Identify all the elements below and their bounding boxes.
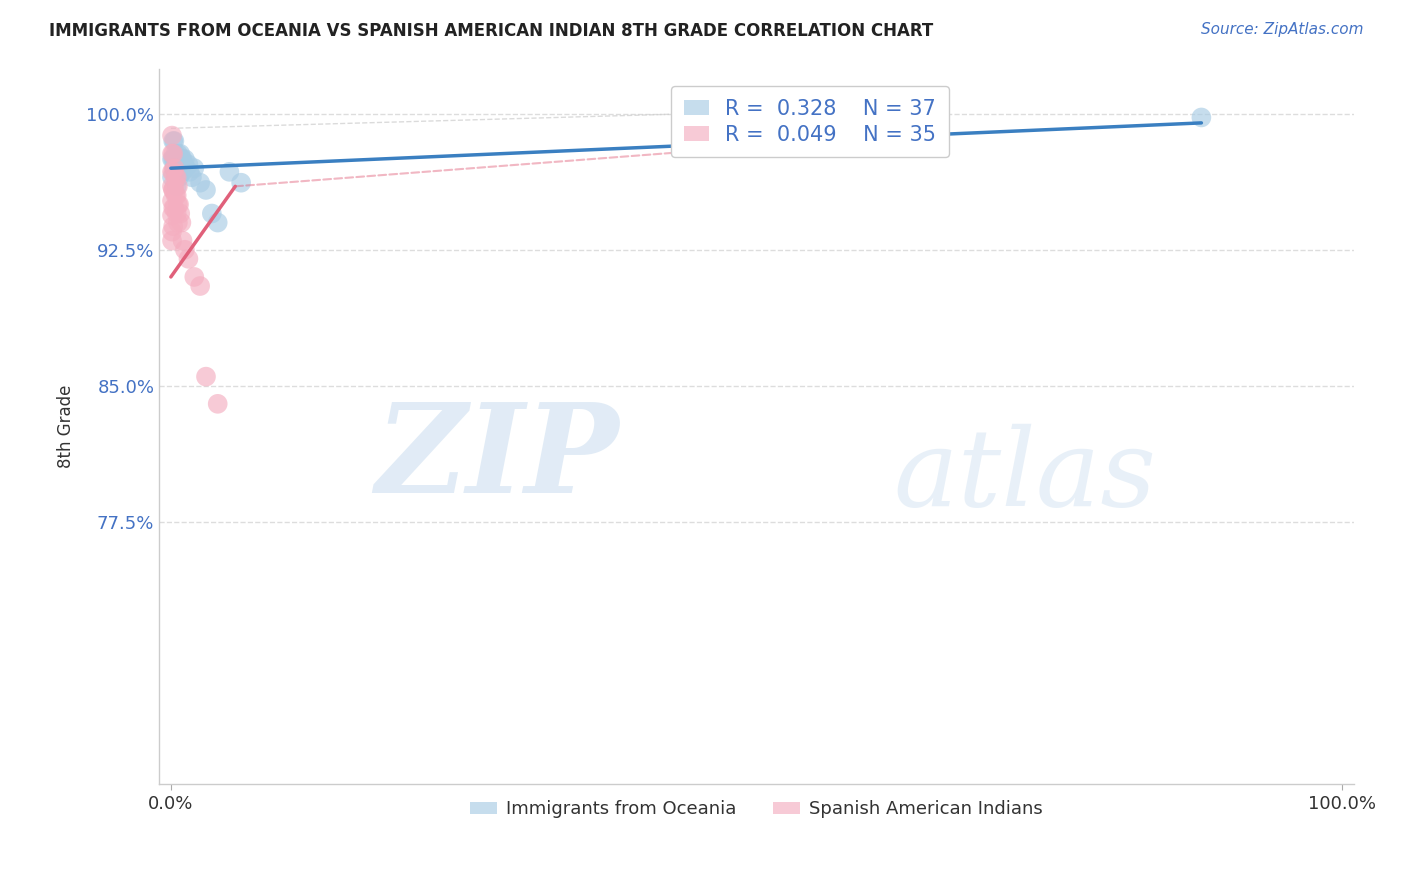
Point — [201, 206, 224, 220]
Point — [177, 158, 200, 172]
Point — [174, 161, 197, 176]
Point — [179, 165, 201, 179]
Point — [163, 152, 186, 166]
Point — [174, 152, 197, 166]
Point — [170, 165, 193, 179]
Point — [167, 146, 190, 161]
Point — [162, 183, 184, 197]
Point — [181, 170, 204, 185]
Point — [166, 161, 188, 176]
Point — [167, 152, 190, 166]
Point — [172, 234, 194, 248]
Point — [166, 152, 188, 166]
Point — [163, 179, 186, 194]
Point — [183, 161, 205, 176]
Point — [1189, 111, 1212, 125]
Point — [160, 179, 183, 194]
Point — [169, 206, 191, 220]
Point — [162, 165, 184, 179]
Point — [862, 111, 884, 125]
Point — [229, 176, 252, 190]
Point — [188, 279, 211, 293]
Point — [167, 170, 190, 185]
Point — [177, 252, 200, 266]
Point — [160, 194, 183, 208]
Point — [167, 197, 190, 211]
Point — [195, 183, 218, 197]
Point — [162, 134, 184, 148]
Point — [174, 243, 197, 257]
Point — [163, 134, 186, 148]
Point — [165, 146, 187, 161]
Point — [167, 165, 190, 179]
Point — [166, 179, 188, 194]
Point — [207, 216, 229, 230]
Point — [172, 165, 194, 179]
Point — [173, 158, 195, 172]
Point — [166, 206, 188, 220]
Point — [163, 161, 186, 176]
Point — [160, 170, 183, 185]
Point — [160, 208, 183, 222]
Text: IMMIGRANTS FROM OCEANIA VS SPANISH AMERICAN INDIAN 8TH GRADE CORRELATION CHART: IMMIGRANTS FROM OCEANIA VS SPANISH AMERI… — [49, 22, 934, 40]
Point — [165, 165, 187, 179]
Point — [162, 201, 184, 215]
Text: Source: ZipAtlas.com: Source: ZipAtlas.com — [1201, 22, 1364, 37]
Point — [183, 269, 205, 284]
Point — [162, 183, 184, 197]
Point — [163, 201, 186, 215]
Point — [167, 179, 190, 194]
Point — [160, 234, 183, 248]
Point — [170, 216, 193, 230]
Point — [167, 216, 190, 230]
Point — [162, 219, 184, 234]
Point — [165, 188, 187, 202]
Point — [207, 397, 229, 411]
Point — [166, 170, 188, 185]
Text: atlas: atlas — [894, 424, 1157, 529]
Point — [160, 146, 183, 161]
Point — [160, 152, 183, 166]
Point — [188, 176, 211, 190]
Point — [172, 152, 194, 166]
Point — [165, 170, 187, 185]
Legend: Immigrants from Oceania, Spanish American Indians: Immigrants from Oceania, Spanish America… — [463, 793, 1050, 825]
Point — [195, 369, 218, 384]
Point — [160, 128, 183, 143]
Point — [167, 197, 190, 211]
Point — [162, 146, 184, 161]
Y-axis label: 8th Grade: 8th Grade — [58, 384, 75, 468]
Point — [166, 188, 188, 202]
Point — [169, 161, 191, 176]
Point — [218, 165, 240, 179]
Point — [163, 161, 186, 176]
Point — [162, 152, 184, 166]
Point — [160, 165, 183, 179]
Point — [170, 152, 193, 166]
Point — [160, 225, 183, 239]
Text: ZIP: ZIP — [375, 398, 619, 519]
Point — [169, 146, 191, 161]
